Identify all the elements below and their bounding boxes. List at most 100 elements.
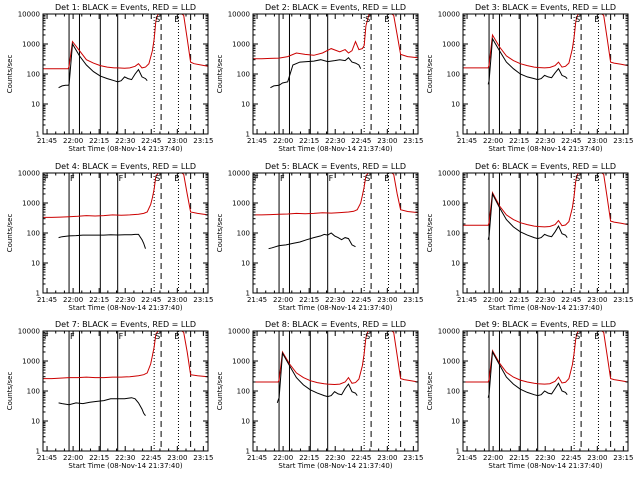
- x-tick-label: 22:00: [483, 137, 503, 145]
- x-tick-label: 22:00: [483, 454, 503, 462]
- series-group: [43, 331, 208, 416]
- vertical-markers: [488, 14, 612, 134]
- x-tick-label: 22:30: [115, 137, 135, 145]
- x-tick-label: 21:45: [37, 137, 57, 145]
- marker-label: S: [155, 174, 160, 183]
- marker-label: S: [365, 174, 370, 183]
- marker-label: F: [44, 332, 49, 341]
- vertical-markers: [68, 173, 192, 293]
- x-tick-label: 22:00: [63, 137, 83, 145]
- y-tick-label: 100: [27, 71, 40, 79]
- marker-label: S: [365, 332, 370, 341]
- y-axis-label: Counts/sec: [6, 55, 14, 94]
- x-tick-label: 21:45: [37, 296, 57, 304]
- series-events-black: [58, 233, 146, 249]
- x-tick-label: 22:15: [299, 296, 319, 304]
- y-tick-label: 1: [246, 290, 250, 298]
- x-tick-label: 22:45: [351, 296, 371, 304]
- vertical-markers: [68, 331, 192, 451]
- y-tick-label: 1000: [22, 41, 40, 49]
- y-tick-label: 1: [456, 448, 460, 456]
- y-axis-label: Counts/sec: [216, 372, 224, 411]
- y-tick-label: 1: [36, 290, 40, 298]
- y-axis-label: Counts/sec: [426, 214, 434, 253]
- y-tick-label: 1: [456, 131, 460, 139]
- vertical-markers: [278, 173, 402, 293]
- x-tick-label: 22:15: [509, 454, 529, 462]
- x-tick-label: 23:15: [403, 454, 423, 462]
- marker-label: E: [384, 332, 389, 341]
- x-tick-label: 22:15: [509, 137, 529, 145]
- y-tick-label: 1: [456, 290, 460, 298]
- series-events-black: [487, 350, 568, 398]
- x-tick-label: 23:00: [377, 137, 397, 145]
- chart-panel-det-7: Det 7: BLACK = Events, RED = LLD F F F S E 1 10…: [6, 320, 213, 470]
- chart-title: Det 2: BLACK = Events, RED = LLD: [265, 3, 406, 12]
- chart-panel-det-9: Det 9: BLACK = Events, RED = LLD S E 1 10 100…: [426, 320, 633, 470]
- series-lld-red: [43, 173, 208, 218]
- x-tick-label: 22:45: [141, 296, 161, 304]
- x-tick-label: 22:15: [299, 454, 319, 462]
- y-tick-label: 1000: [442, 200, 460, 208]
- marker-label: F: [119, 332, 124, 341]
- y-tick-label: 100: [237, 230, 250, 238]
- y-tick-label: 10000: [438, 11, 460, 19]
- series-events-black: [268, 232, 356, 250]
- marker-label: F: [329, 174, 334, 183]
- y-tick-label: 10000: [228, 11, 250, 19]
- series-lld-red: [43, 331, 208, 380]
- marker-label: F: [44, 174, 49, 183]
- x-axis-label: Start Time (08-Nov-14 21:37:40): [278, 462, 392, 470]
- marker-label: S: [575, 332, 580, 341]
- series-events-black: [270, 56, 362, 89]
- x-tick-label: 22:30: [535, 137, 555, 145]
- x-tick-label: 22:00: [273, 137, 293, 145]
- y-tick-label: 1000: [22, 200, 40, 208]
- x-tick-label: 22:30: [115, 454, 135, 462]
- x-tick-label: 22:15: [89, 137, 109, 145]
- x-tick-label: 22:30: [535, 296, 555, 304]
- x-tick-label: 22:15: [299, 137, 319, 145]
- x-axis-label: Start Time (08-Nov-14 21:37:40): [278, 145, 392, 153]
- x-tick-label: 21:45: [247, 137, 267, 145]
- y-tick-label: 10: [31, 101, 40, 109]
- x-tick-label: 21:45: [37, 454, 57, 462]
- chart-title: Det 5: BLACK = Events, RED = LLD: [265, 162, 406, 171]
- series-lld-red: [463, 173, 628, 228]
- y-tick-label: 1000: [442, 41, 460, 49]
- x-tick-label: 22:15: [509, 296, 529, 304]
- x-tick-label: 23:15: [193, 137, 213, 145]
- marker-label: S: [575, 15, 580, 24]
- x-tick-label: 23:15: [403, 137, 423, 145]
- marker-label: F: [280, 174, 285, 183]
- y-tick-label: 10000: [18, 328, 40, 336]
- series-group: [253, 14, 418, 89]
- chart-panel-det-6: Det 6: BLACK = Events, RED = LLD S E 1 10 100…: [426, 162, 633, 312]
- x-tick-label: 21:45: [457, 137, 477, 145]
- chart-title: Det 3: BLACK = Events, RED = LLD: [475, 3, 616, 12]
- y-tick-label: 10000: [438, 170, 460, 178]
- marker-label: F: [119, 174, 124, 183]
- chart-panel-det-5: Det 5: BLACK = Events, RED = LLD F F F S E 1 10…: [216, 162, 423, 312]
- series-group: [253, 173, 418, 250]
- x-tick-label: 23:15: [613, 296, 633, 304]
- y-tick-label: 1: [246, 131, 250, 139]
- x-tick-label: 22:00: [483, 296, 503, 304]
- series-group: [253, 331, 418, 404]
- y-tick-label: 10: [241, 260, 250, 268]
- chart-panel-det-3: Det 3: BLACK = Events, RED = LLD S E 1 10 100…: [426, 3, 633, 153]
- series-group: [43, 14, 208, 89]
- series-group: [463, 331, 628, 398]
- x-axis-label: Start Time (08-Nov-14 21:37:40): [68, 462, 182, 470]
- series-events-black: [58, 42, 148, 89]
- series-events-black: [58, 397, 146, 416]
- series-group: [463, 173, 628, 240]
- marker-label: F: [70, 332, 75, 341]
- x-axis-label: Start Time (08-Nov-14 21:37:40): [488, 304, 602, 312]
- chart-title: Det 9: BLACK = Events, RED = LLD: [475, 320, 616, 329]
- x-tick-label: 22:45: [351, 454, 371, 462]
- x-axis-label: Start Time (08-Nov-14 21:37:40): [278, 304, 392, 312]
- y-tick-label: 10000: [18, 11, 40, 19]
